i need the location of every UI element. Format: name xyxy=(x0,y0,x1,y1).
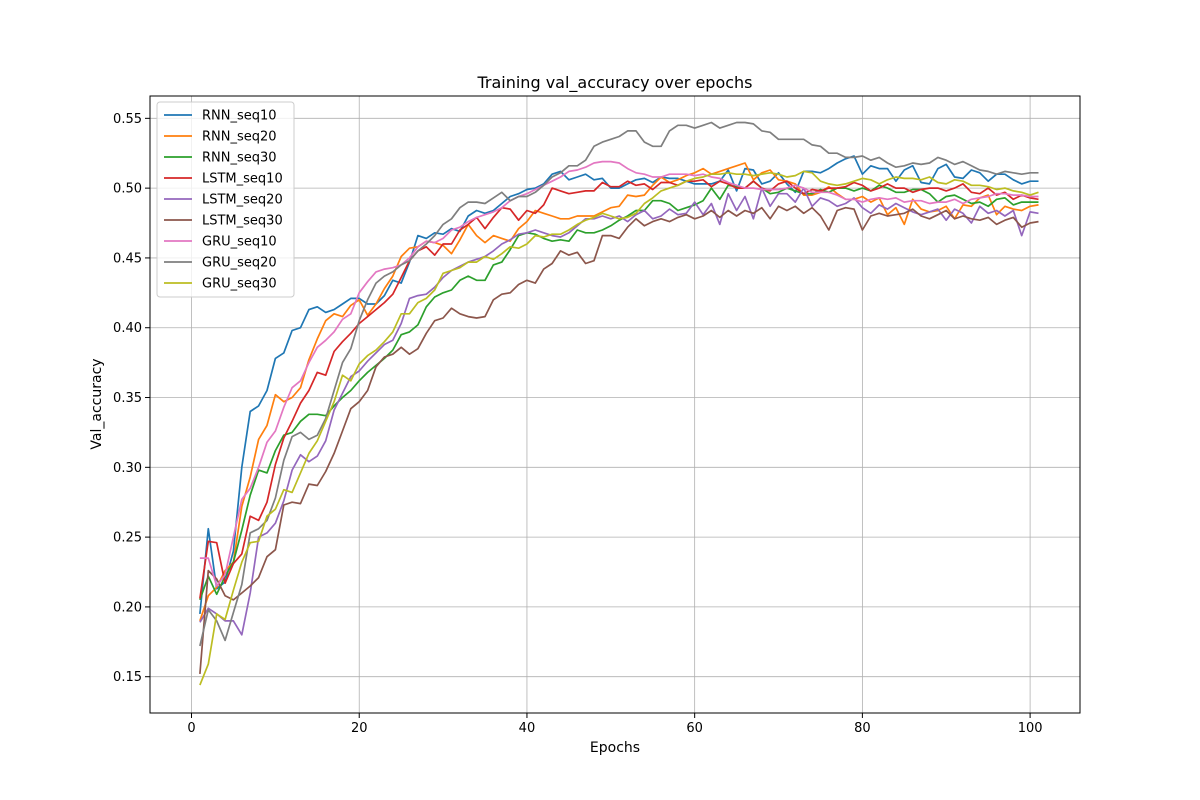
y-tick-label: 0.35 xyxy=(113,391,142,406)
legend-label: RNN_seq20 xyxy=(202,130,277,145)
legend-label: RNN_seq10 xyxy=(202,109,277,124)
y-axis: 0.15 0.20 0.25 0.30 0.35 0.40 0.45 0.50 0.55 xyxy=(113,112,150,685)
y-tick-label: 0.30 xyxy=(113,461,142,476)
y-axis-label: Val_accuracy xyxy=(89,358,105,449)
legend-label: GRU_seq30 xyxy=(202,277,277,292)
legend-box xyxy=(156,101,295,298)
y-tick-label: 0.15 xyxy=(113,670,142,685)
series-line-gru-seq10 xyxy=(199,160,1039,587)
x-tick-label: 20 xyxy=(351,721,368,736)
series-line-gru-seq20 xyxy=(199,121,1039,647)
chart-title: Training val_accuracy over epochs xyxy=(476,73,752,93)
x-tick-label: 60 xyxy=(686,721,703,736)
series-line-rnn-seq20 xyxy=(199,162,1039,622)
x-axis-label: Epochs xyxy=(590,740,640,756)
series-line-gru-seq30 xyxy=(199,170,1039,686)
legend: RNN_seq10 RNN_seq20 RNN_seq30 LSTM_seq10 LST… xyxy=(156,101,295,298)
legend-label: LSTM_seq30 xyxy=(202,214,283,229)
x-tick-label: 0 xyxy=(187,721,195,736)
y-tick-label: 0.55 xyxy=(113,112,142,127)
x-tick-label: 100 xyxy=(1018,721,1043,736)
legend-label: LSTM_seq10 xyxy=(202,172,283,187)
y-tick-label: 0.40 xyxy=(113,321,142,336)
legend-label: LSTM_seq20 xyxy=(202,193,283,208)
y-tick-label: 0.50 xyxy=(113,182,142,197)
legend-label: GRU_seq10 xyxy=(202,235,277,250)
y-tick-label: 0.45 xyxy=(113,251,142,266)
y-tick-label: 0.25 xyxy=(113,531,142,546)
x-axis: 0 20 40 60 80 100 xyxy=(187,713,1043,736)
series-line-lstm-seq30 xyxy=(199,205,1039,674)
legend-label: GRU_seq20 xyxy=(202,256,277,271)
plot-frame xyxy=(149,95,1081,714)
y-tick-label: 0.20 xyxy=(113,600,142,615)
x-tick-label: 40 xyxy=(519,721,536,736)
plot-lines xyxy=(199,121,1039,686)
x-tick-label: 80 xyxy=(854,721,871,736)
series-line-lstm-seq20 xyxy=(199,187,1039,636)
series-line-lstm-seq10 xyxy=(199,178,1039,599)
legend-label: RNN_seq30 xyxy=(202,151,277,166)
